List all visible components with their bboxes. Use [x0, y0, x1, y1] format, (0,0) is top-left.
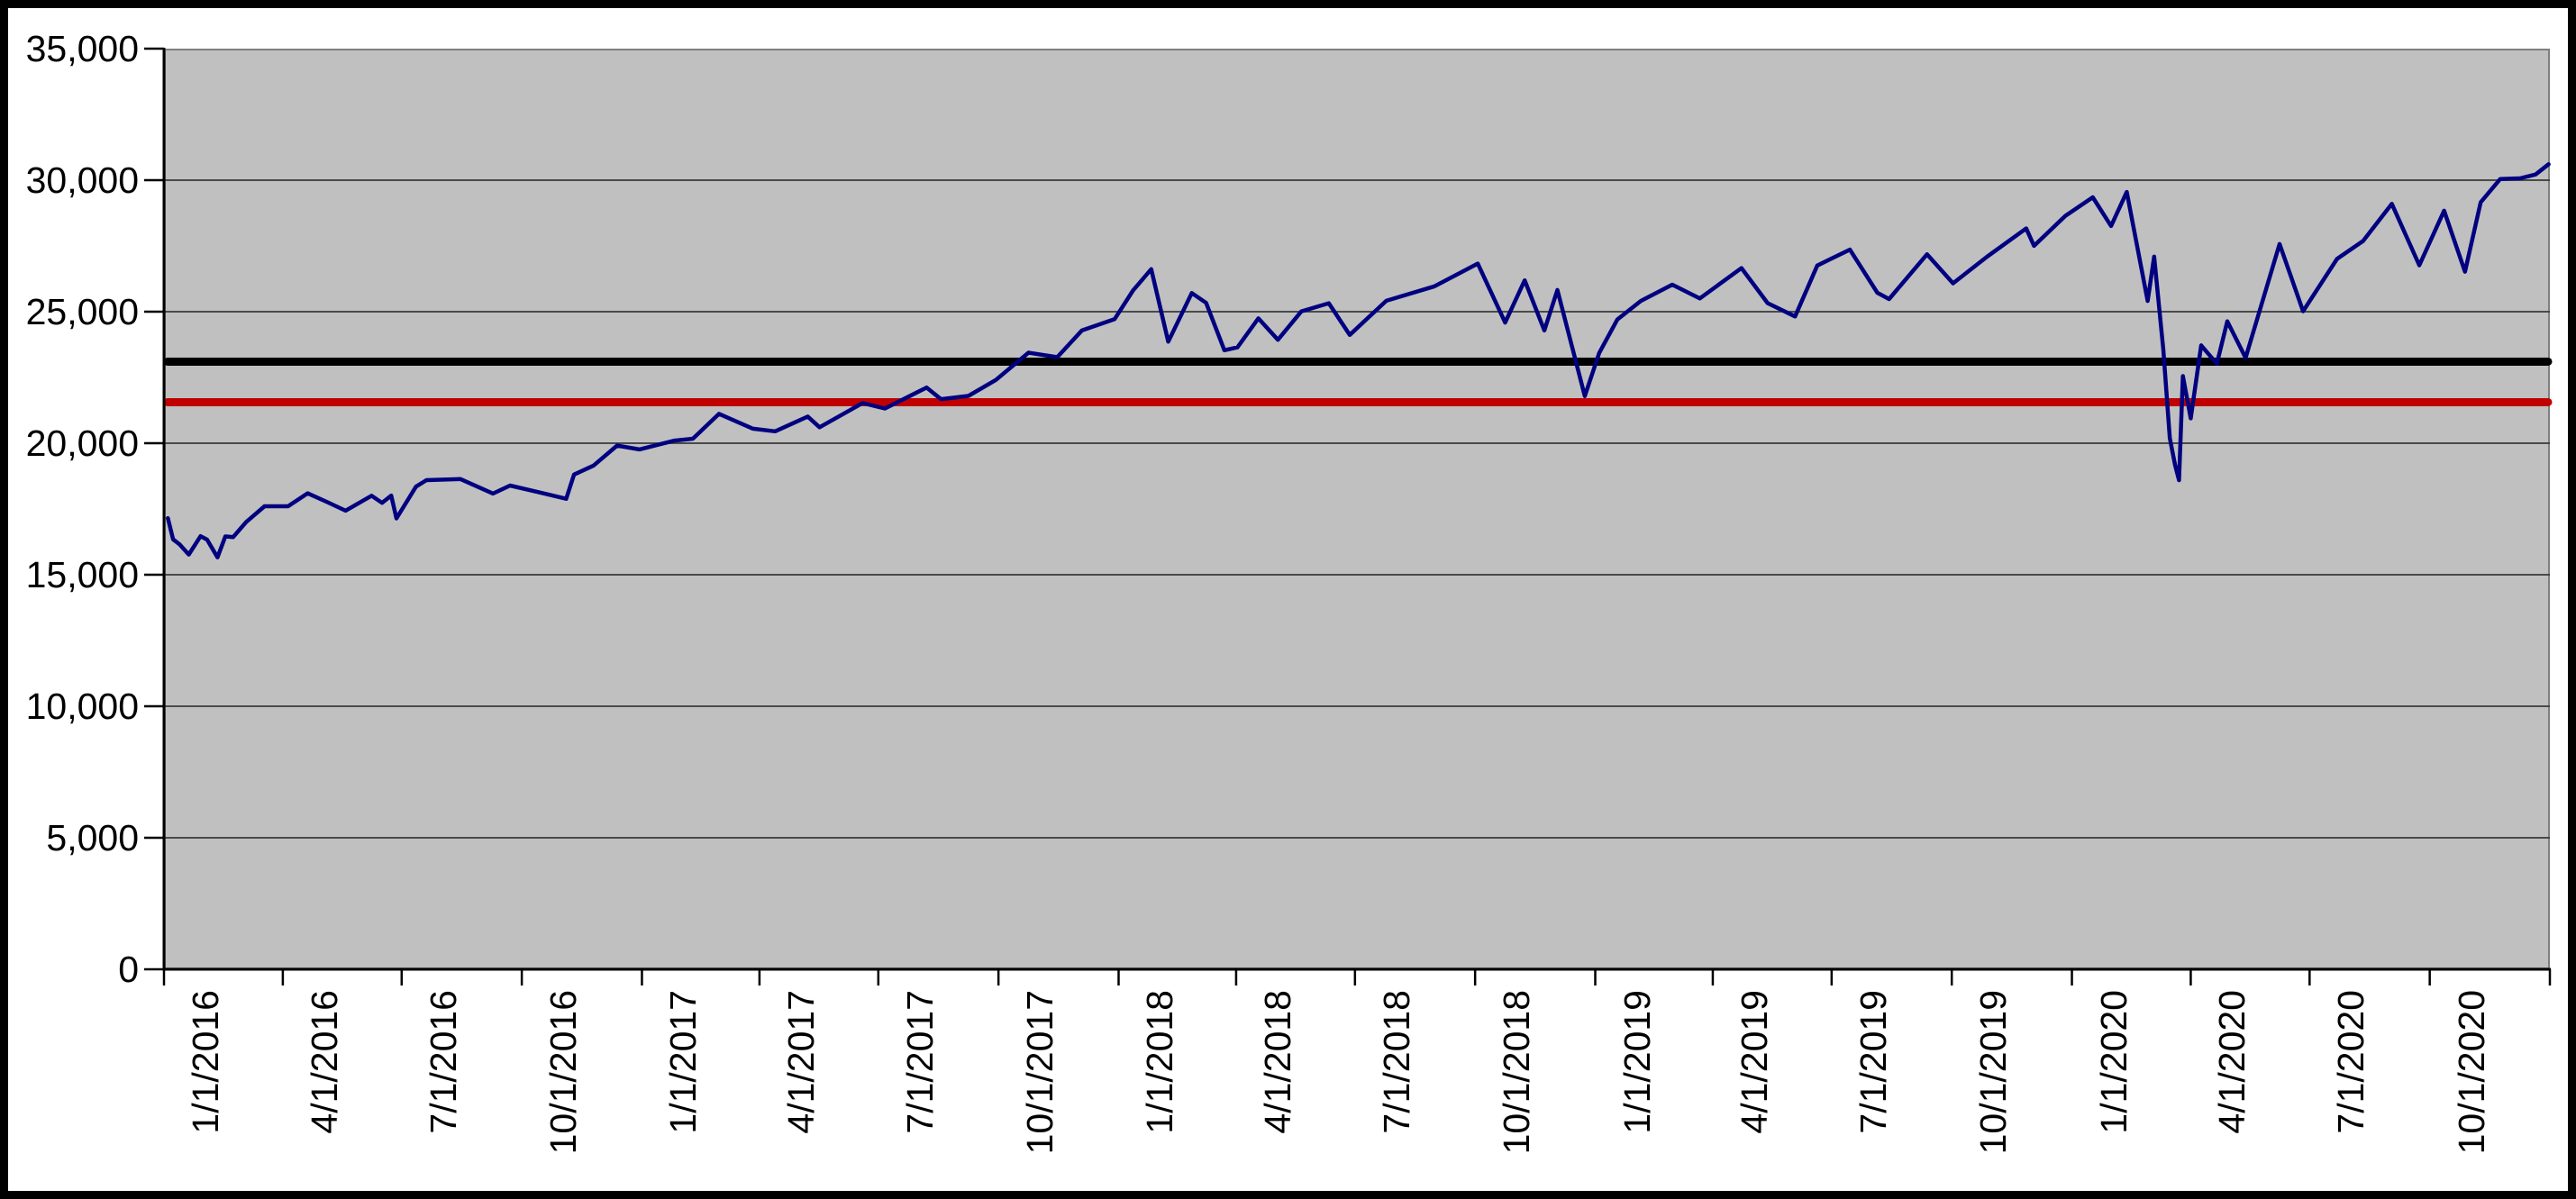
tick-marks	[144, 47, 2552, 986]
chart-canvas	[144, 47, 2553, 986]
x-tick-label: 10/1/2018	[1496, 990, 1538, 1155]
y-tick-label: 15,000	[25, 554, 139, 595]
x-tick-label: 4/1/2017	[779, 990, 822, 1134]
x-tick-label: 7/1/2016	[422, 990, 464, 1134]
x-tick-label: 10/1/2019	[1972, 990, 2015, 1155]
x-tick-label: 7/1/2018	[1375, 990, 1417, 1134]
x-tick-label: 4/1/2020	[2211, 990, 2253, 1134]
reference-lines	[163, 357, 2553, 406]
x-tick-label: 1/1/2016	[185, 990, 226, 1134]
x-tick-label: 4/1/2016	[303, 990, 345, 1134]
y-tick-label: 0	[118, 949, 139, 990]
x-tick-label: 10/1/2017	[1019, 990, 1061, 1155]
y-tick-label: 25,000	[25, 291, 139, 332]
y-tick-label: 35,000	[25, 28, 139, 69]
x-tick-label: 7/1/2019	[1852, 990, 1894, 1134]
plot-area	[164, 49, 2550, 969]
x-tick-label: 1/1/2020	[2092, 990, 2135, 1134]
x-tick-label: 7/1/2020	[2330, 990, 2372, 1134]
y-tick-label: 20,000	[25, 422, 139, 464]
x-tick-label: 1/1/2021	[2571, 990, 2576, 1134]
gridlines	[164, 179, 2550, 839]
y-tick-label: 5,000	[46, 817, 139, 858]
x-tick-label: 10/1/2016	[542, 990, 585, 1155]
x-tick-label: 7/1/2017	[898, 990, 941, 1134]
x-tick-label: 1/1/2017	[662, 990, 705, 1134]
x-tick-label: 1/1/2018	[1139, 990, 1181, 1134]
x-tick-label: 4/1/2019	[1733, 990, 1775, 1134]
axes	[162, 48, 2551, 971]
price-line	[166, 162, 2551, 559]
series-lines	[166, 162, 2551, 559]
x-tick-label: 1/1/2019	[1616, 990, 1658, 1134]
y-tick-label: 10,000	[25, 686, 139, 727]
x-tick-label: 10/1/2020	[2450, 990, 2492, 1155]
x-tick-label: 4/1/2018	[1256, 990, 1298, 1134]
y-tick-label: 30,000	[25, 159, 139, 201]
